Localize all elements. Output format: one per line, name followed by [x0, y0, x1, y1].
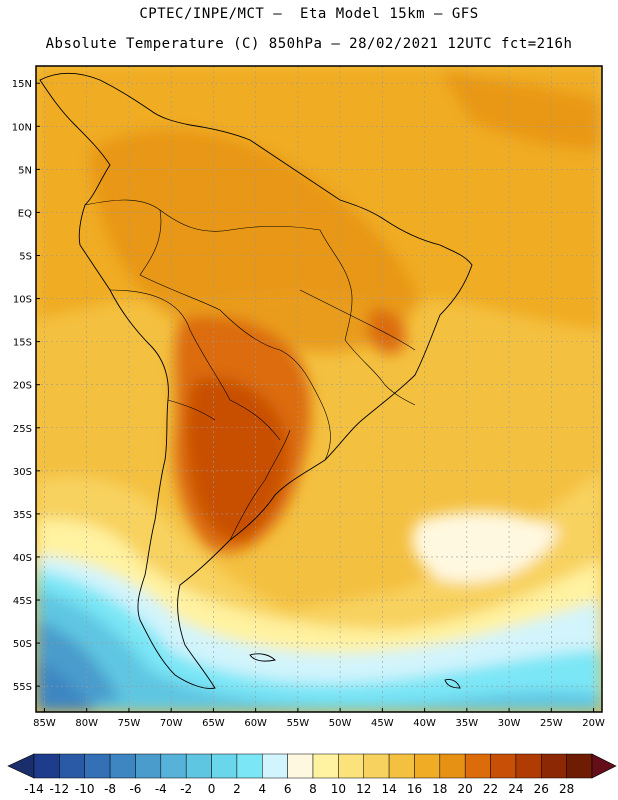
lat-label: 25S: [13, 424, 32, 435]
lat-lon-grid: [36, 66, 602, 712]
lon-label: 65W: [202, 718, 225, 729]
colorbar-swatch: [439, 753, 466, 779]
colorbar-label: 12: [356, 782, 371, 796]
map-frame: [35, 65, 603, 713]
colorbar-high-arrow: [591, 753, 617, 779]
lat-label: EQ: [18, 208, 32, 219]
lon-label: 60W: [244, 718, 267, 729]
lon-label: 50W: [329, 718, 352, 729]
colorbar-swatch: [160, 753, 187, 779]
colorbar-label: -4: [155, 782, 167, 796]
colorbar-swatch: [464, 753, 491, 779]
colorbar-label: -10: [75, 782, 95, 796]
lon-label: 70W: [160, 718, 183, 729]
colorbar-label: 4: [258, 782, 266, 796]
lat-label: 45S: [13, 596, 32, 607]
colorbar-low-arrow: [7, 753, 35, 779]
colorbar-swatch: [338, 753, 364, 779]
colorbar-label: 8: [309, 782, 317, 796]
lat-label: 35S: [13, 510, 32, 521]
lat-label: 10N: [12, 122, 32, 133]
colorbar-swatch: [236, 753, 263, 779]
country-borders: [84, 199, 416, 541]
colorbar-swatch: [312, 753, 339, 779]
colorbar-swatch: [59, 753, 85, 779]
lat-label: 50S: [13, 639, 32, 650]
colorbar-swatch: [109, 753, 136, 779]
colorbar-swatch: [185, 753, 212, 779]
colorbar-swatch: [287, 753, 314, 779]
lon-label: 45W: [371, 718, 394, 729]
colorbar-swatch: [363, 753, 390, 779]
colorbar-swatch: [541, 753, 567, 779]
lat-label: 20S: [13, 381, 32, 392]
colorbar-label: 26: [534, 782, 549, 796]
lat-label: 30S: [13, 467, 32, 478]
longitude-tick-labels: 85W 80W 75W 70W 65W 60W 55W 50W 45W 40W 35W 30W 25W 2…: [33, 708, 605, 729]
lon-label: 35W: [456, 718, 479, 729]
colorbar-label: 20: [458, 782, 473, 796]
colorbar-swatch: [262, 753, 288, 779]
colorbar-label: -12: [50, 782, 70, 796]
colorbar-label: 24: [508, 782, 523, 796]
lat-label: 5N: [18, 165, 32, 176]
latitude-tick-labels: 15N 10N 5N EQ 5S 10S 15S 20S 25S 30S 35S 40S 45S 50S 5…: [12, 79, 40, 693]
temperature-field: [36, 66, 602, 712]
lat-label: 10S: [13, 295, 32, 306]
coastline: [39, 72, 473, 689]
colorbar-label: 14: [381, 782, 396, 796]
colorbar-swatch: [566, 753, 593, 779]
colorbar-label: -2: [180, 782, 192, 796]
lon-label: 30W: [498, 718, 521, 729]
lat-label: 5S: [19, 251, 32, 262]
colorbar-label: 18: [432, 782, 447, 796]
colorbar-label: 6: [284, 782, 292, 796]
lon-label: 20W: [582, 718, 605, 729]
colorbar-swatch: [33, 753, 60, 779]
colorbar-label: 2: [233, 782, 241, 796]
colorbar-label: 0: [208, 782, 216, 796]
lat-label: 55S: [13, 682, 32, 693]
colorbar-swatch: [414, 753, 441, 779]
colorbar-swatch: [211, 753, 238, 779]
lon-label: 80W: [75, 718, 98, 729]
colorbar-label: -14: [24, 782, 44, 796]
colorbar-swatch: [490, 753, 517, 779]
colorbar-label: 10: [331, 782, 346, 796]
colorbar-swatch: [515, 753, 542, 779]
lat-label: 40S: [13, 553, 32, 564]
chart-title-line2: Absolute Temperature (C) 850hPa – 28/02/…: [45, 36, 573, 52]
lat-label: 15N: [12, 79, 32, 90]
lon-label: 75W: [118, 718, 141, 729]
colorbar-swatch: [84, 753, 111, 779]
colorbar: [7, 753, 617, 779]
colorbar-swatch: [135, 753, 162, 779]
lat-label: 15S: [13, 338, 32, 349]
colorbar-swatch: [388, 753, 415, 779]
colorbar-label: 16: [407, 782, 422, 796]
chart-title-line1: CPTEC/INPE/MCT – Eta Model 15km – GFS: [139, 6, 479, 22]
lon-label: 85W: [33, 718, 56, 729]
colorbar-label: -8: [104, 782, 116, 796]
lon-label: 55W: [287, 718, 310, 729]
lon-label: 25W: [540, 718, 563, 729]
colorbar-label: -6: [129, 782, 141, 796]
lon-label: 40W: [413, 718, 436, 729]
colorbar-labels: -14 -12 -10 -8 -6 -4 -2 0 2 4 6 8 10 12 14 16 18 20 22 24 26…: [24, 782, 574, 796]
colorbar-label: 28: [559, 782, 574, 796]
colorbar-label: 22: [483, 782, 498, 796]
